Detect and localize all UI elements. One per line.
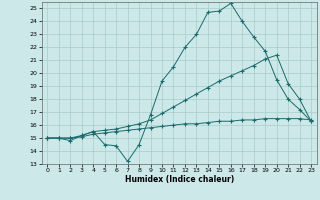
- X-axis label: Humidex (Indice chaleur): Humidex (Indice chaleur): [124, 175, 234, 184]
